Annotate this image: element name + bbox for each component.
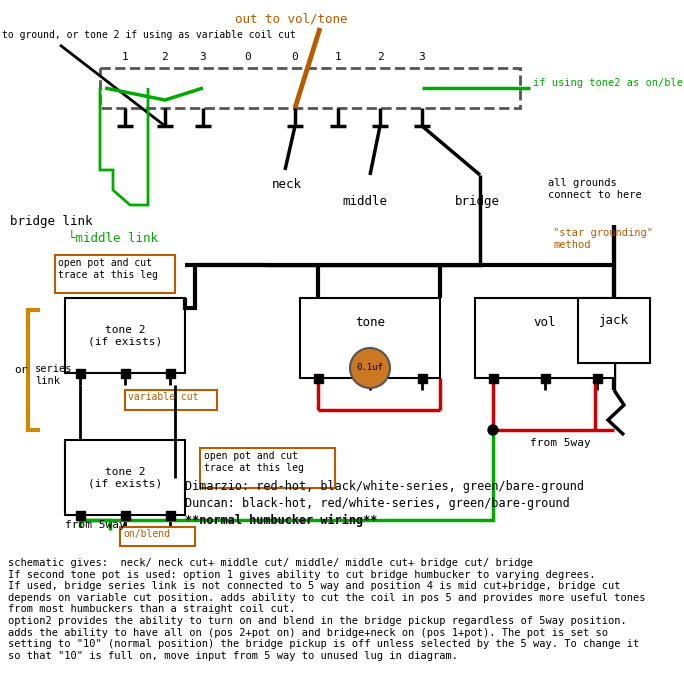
Text: tone: tone bbox=[355, 316, 385, 329]
Text: bridge: bridge bbox=[455, 195, 500, 208]
Text: "star grounding"
method: "star grounding" method bbox=[553, 228, 653, 250]
Text: if using tone2 as on/blend control: if using tone2 as on/blend control bbox=[533, 78, 684, 88]
Text: from 5way: from 5way bbox=[530, 438, 591, 448]
Text: to ground, or tone 2 if using as variable coil cut: to ground, or tone 2 if using as variabl… bbox=[2, 30, 295, 40]
Text: vol: vol bbox=[534, 316, 556, 329]
Text: 2: 2 bbox=[377, 52, 383, 62]
Bar bbox=[75, 510, 85, 519]
Text: tone 2
(if exists): tone 2 (if exists) bbox=[88, 466, 162, 488]
Text: 1: 1 bbox=[334, 52, 341, 62]
Text: all grounds
connect to here: all grounds connect to here bbox=[548, 178, 642, 200]
Bar bbox=[100, 68, 520, 108]
Bar bbox=[488, 373, 497, 383]
Bar bbox=[417, 373, 427, 383]
Text: 0: 0 bbox=[245, 52, 252, 62]
Text: jack: jack bbox=[599, 314, 629, 327]
Bar bbox=[166, 510, 174, 519]
Text: bridge link: bridge link bbox=[10, 215, 92, 228]
Text: from 5way: from 5way bbox=[65, 520, 126, 530]
Circle shape bbox=[350, 348, 390, 388]
Bar bbox=[120, 527, 195, 546]
Text: series
link: series link bbox=[35, 364, 73, 386]
Text: 3: 3 bbox=[419, 52, 425, 62]
Text: 3: 3 bbox=[200, 52, 207, 62]
Bar bbox=[313, 373, 322, 383]
Text: middle: middle bbox=[342, 195, 387, 208]
Bar bbox=[578, 298, 650, 363]
Text: 1: 1 bbox=[122, 52, 129, 62]
Text: neck: neck bbox=[272, 178, 302, 191]
Text: └middle link: └middle link bbox=[68, 232, 158, 245]
Bar bbox=[65, 298, 185, 373]
Bar bbox=[166, 368, 174, 377]
Bar bbox=[120, 510, 129, 519]
Text: out to vol/tone: out to vol/tone bbox=[235, 12, 347, 25]
Text: Duncan: black-hot, red/white-series, green/bare-ground: Duncan: black-hot, red/white-series, gre… bbox=[185, 497, 570, 510]
Bar bbox=[200, 448, 335, 488]
Text: on/blend: on/blend bbox=[123, 529, 170, 539]
Text: schematic gives:  neck/ neck cut+ middle cut/ middle/ middle cut+ bridge cut/ br: schematic gives: neck/ neck cut+ middle … bbox=[8, 558, 646, 661]
Bar bbox=[540, 373, 549, 383]
Text: tone 2
(if exists): tone 2 (if exists) bbox=[88, 324, 162, 346]
Bar bbox=[75, 368, 85, 377]
Text: **normal humbucker wiring**: **normal humbucker wiring** bbox=[185, 514, 378, 527]
Bar bbox=[120, 368, 129, 377]
Circle shape bbox=[488, 425, 498, 435]
Bar bbox=[125, 390, 217, 410]
Bar bbox=[300, 298, 440, 378]
Text: 0: 0 bbox=[291, 52, 298, 62]
Bar bbox=[65, 440, 185, 515]
Bar bbox=[55, 255, 175, 293]
Bar bbox=[365, 373, 375, 383]
Bar bbox=[475, 298, 615, 378]
Text: Dimarzio: red-hot, black/white-series, green/bare-ground: Dimarzio: red-hot, black/white-series, g… bbox=[185, 480, 584, 493]
Text: variable cut: variable cut bbox=[128, 392, 198, 402]
Bar bbox=[592, 373, 601, 383]
Text: or: or bbox=[14, 365, 27, 375]
Text: 0.1uf: 0.1uf bbox=[356, 364, 384, 372]
Text: open pot and cut
trace at this leg: open pot and cut trace at this leg bbox=[58, 258, 158, 280]
Text: open pot and cut
trace at this leg: open pot and cut trace at this leg bbox=[204, 451, 304, 473]
Text: 2: 2 bbox=[161, 52, 168, 62]
